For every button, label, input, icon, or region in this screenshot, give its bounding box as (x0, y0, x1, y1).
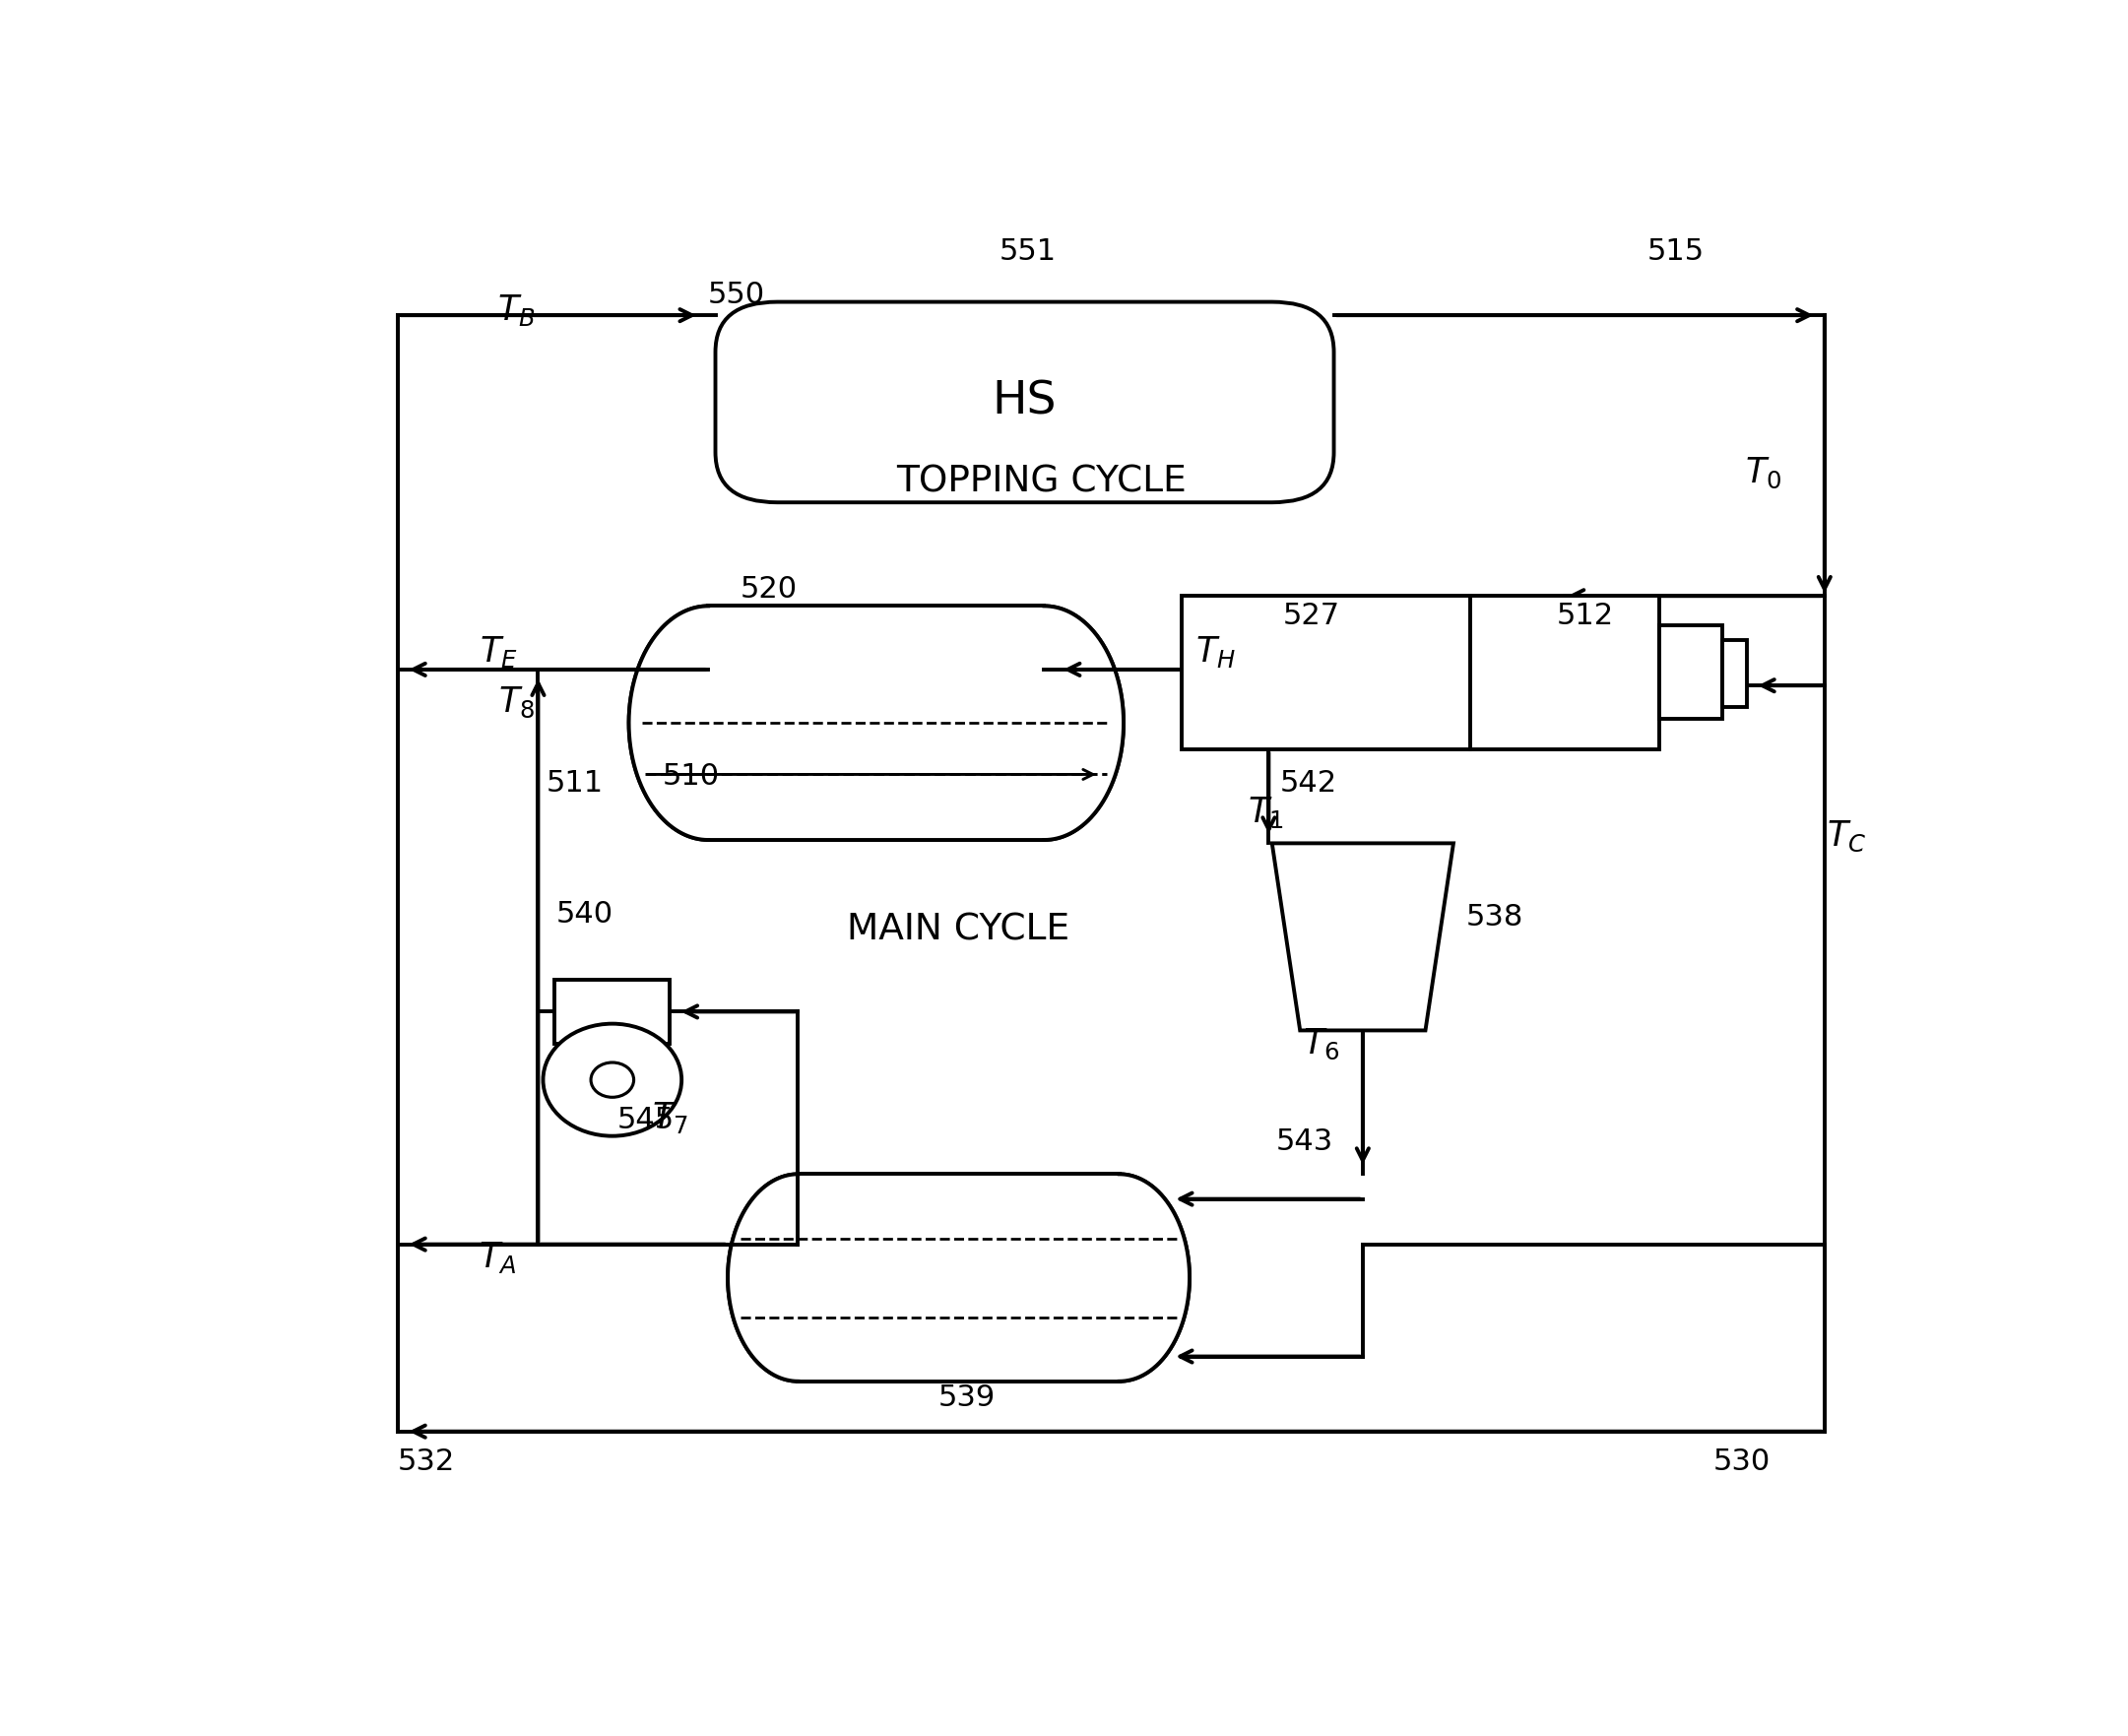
Polygon shape (630, 606, 1124, 840)
Text: 550: 550 (706, 281, 764, 309)
Bar (1722, 641, 1747, 707)
Bar (1181, 595, 1470, 750)
Text: 540: 540 (555, 899, 613, 929)
Text: HS: HS (992, 380, 1058, 424)
Text: MAIN CYCLE: MAIN CYCLE (847, 913, 1070, 948)
Text: $T_{0}$: $T_{0}$ (1745, 455, 1781, 490)
Text: $T_{6}$: $T_{6}$ (1302, 1026, 1341, 1061)
Text: $T_{7}$: $T_{7}$ (651, 1099, 687, 1135)
Text: TOPPING CYCLE: TOPPING CYCLE (896, 465, 1185, 500)
Text: 542: 542 (1279, 769, 1336, 797)
Text: $T_{H}$: $T_{H}$ (1196, 634, 1236, 670)
Text: $T_{A}$: $T_{A}$ (479, 1240, 515, 1276)
Text: $T_{C}$: $T_{C}$ (1826, 819, 1866, 854)
Text: 530: 530 (1713, 1448, 1770, 1476)
Text: 512: 512 (1558, 602, 1613, 630)
Polygon shape (1273, 844, 1453, 1031)
Text: 543: 543 (1277, 1127, 1334, 1156)
Polygon shape (728, 1174, 1190, 1382)
Text: $T_{E}$: $T_{E}$ (479, 634, 517, 670)
Text: 545: 545 (617, 1106, 675, 1134)
Text: 510: 510 (664, 762, 719, 790)
Text: $T_{B}$: $T_{B}$ (498, 292, 536, 328)
Bar (1660, 625, 1722, 719)
Text: $T_{1}$: $T_{1}$ (1247, 795, 1283, 830)
Text: 511: 511 (545, 769, 602, 797)
Circle shape (543, 1024, 681, 1135)
FancyBboxPatch shape (715, 302, 1334, 502)
Text: 551: 551 (1000, 236, 1055, 266)
Circle shape (592, 1062, 634, 1097)
Text: $T_{8}$: $T_{8}$ (498, 686, 534, 720)
Text: 515: 515 (1647, 236, 1705, 266)
Text: 539: 539 (938, 1384, 996, 1413)
Text: 538: 538 (1466, 903, 1524, 930)
Text: 520: 520 (741, 575, 798, 604)
Bar (555, 979, 670, 1043)
Text: 532: 532 (398, 1448, 455, 1476)
Text: 527: 527 (1283, 602, 1341, 630)
Bar (1470, 595, 1660, 750)
